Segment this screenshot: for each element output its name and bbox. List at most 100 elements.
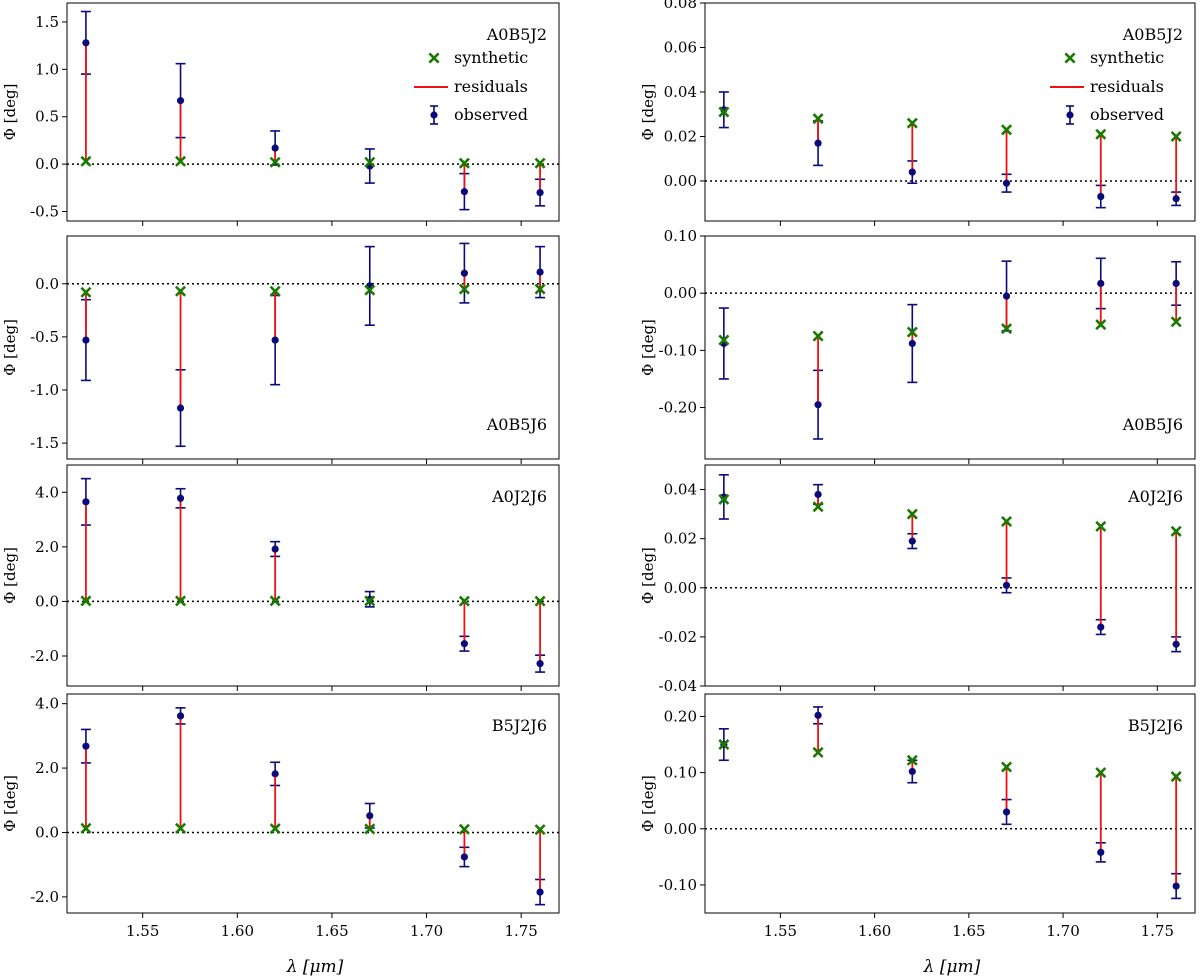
synthetic-marker — [906, 508, 918, 520]
observed-point — [1097, 279, 1105, 288]
observed-point — [82, 498, 90, 506]
y-tick-label: 0.00 — [664, 172, 697, 190]
legend: synthetic residuals observed — [1050, 48, 1164, 125]
y-tick-label: -1.0 — [30, 381, 59, 399]
observed-point — [536, 660, 544, 668]
observed-point — [82, 336, 90, 344]
synthetic-marker — [812, 113, 824, 125]
observed-point — [908, 537, 916, 545]
y-tick-label: 0.00 — [664, 284, 697, 302]
observed-point — [1097, 623, 1105, 631]
y-tick-label: 0.0 — [35, 275, 59, 293]
y-tick-label: -2.0 — [30, 647, 59, 665]
y-tick-label: 0.00 — [664, 820, 697, 838]
panel-label: A0B5J6 — [486, 415, 547, 434]
panel-label: A0J2J6 — [491, 487, 547, 506]
x-tick-label: 1.70 — [410, 922, 443, 940]
y-axis-label: Φ [deg] — [1, 775, 19, 832]
panel-label: A0B5J2 — [1122, 25, 1183, 44]
legend: synthetic residuals observed — [414, 48, 528, 125]
y-axis-label: Φ [deg] — [639, 319, 657, 376]
observed-point — [82, 39, 90, 47]
x-tick-label: 1.55 — [126, 922, 159, 940]
synthetic-marker — [718, 334, 730, 346]
panel-0-2: Φ [deg] -2.0 0.0 2.0 4.0 A0J2J6 — [1, 464, 560, 691]
observed-point — [908, 168, 916, 176]
synthetic-marker — [718, 106, 730, 118]
legend-synthetic-marker — [1064, 52, 1076, 64]
y-tick-label: 0.0 — [35, 823, 59, 841]
synthetic-marker — [80, 286, 92, 298]
panel-0-0: Φ [deg] -0.5 0.0 0.5 1.0 1.5 A0B5J2 synthetic re… — [1, 2, 560, 226]
synthetic-marker — [534, 157, 546, 169]
observed-point — [1172, 279, 1180, 288]
observed-point — [271, 545, 279, 553]
x-axis-label-left: λ [μm] — [286, 957, 344, 977]
synthetic-marker — [1001, 323, 1013, 335]
synthetic-marker — [1095, 128, 1107, 140]
observed-point — [814, 401, 822, 409]
observed-point — [1002, 292, 1011, 300]
synthetic-marker — [812, 746, 824, 758]
y-tick-label: 0.08 — [664, 0, 697, 12]
synthetic-marker — [458, 595, 470, 607]
panel-0-3: Φ [deg] -2.0 0.0 2.0 4.0 1.55 1.60 1.65 1.70 1.75… — [1, 693, 560, 940]
synthetic-marker — [534, 283, 546, 295]
synthetic-marker — [906, 117, 918, 129]
observed-point — [1172, 195, 1180, 203]
x-tick-label: 1.65 — [315, 922, 348, 940]
synthetic-marker — [718, 739, 730, 751]
synthetic-marker — [1001, 124, 1013, 136]
legend-synthetic-marker — [428, 52, 440, 64]
panel-1-0: Φ [deg] 0.00 0.02 0.04 0.06 0.08 A0B5J2 synthet… — [639, 0, 1196, 226]
synthetic-marker — [175, 595, 187, 607]
observed-point — [1097, 848, 1105, 856]
legend-observed-point — [1066, 111, 1074, 119]
synthetic-marker — [906, 326, 918, 338]
synthetic-marker — [458, 283, 470, 295]
y-tick-label: -0.20 — [659, 399, 697, 417]
synthetic-marker — [1170, 316, 1182, 328]
observed-point — [536, 888, 544, 896]
synthetic-marker — [458, 823, 470, 835]
observed-point — [176, 494, 185, 502]
panel-frame — [66, 2, 560, 222]
y-axis-label: Φ [deg] — [1, 84, 19, 141]
panel-label: B5J2J6 — [492, 716, 547, 735]
synthetic-marker — [269, 595, 281, 607]
observed-point — [536, 268, 544, 276]
y-tick-label: 0.06 — [664, 38, 697, 56]
x-tick-label: 1.60 — [858, 922, 891, 940]
legend-observed-label: observed — [454, 105, 528, 124]
x-tick-label: 1.70 — [1046, 922, 1079, 940]
y-tick-label: -0.04 — [659, 677, 697, 695]
legend-observed-label: observed — [1090, 105, 1164, 124]
x-tick-label: 1.75 — [1141, 922, 1174, 940]
observed-point — [814, 711, 822, 719]
legend-synthetic-label: synthetic — [454, 48, 528, 67]
synthetic-marker — [1001, 515, 1013, 527]
panel-0-1: Φ [deg] -1.5 -1.0 -0.5 0.0 A0B5J6 — [1, 235, 560, 464]
x-axis-label-right: λ [μm] — [923, 957, 981, 977]
synthetic-marker — [1170, 130, 1182, 142]
synthetic-marker — [906, 754, 918, 766]
y-axis-label: Φ [deg] — [639, 84, 657, 141]
y-axis-label: Φ [deg] — [1, 319, 19, 376]
panel-1-3: Φ [deg] -0.10 0.00 0.10 0.20 1.55 1.60 1.65 1.70… — [639, 693, 1196, 940]
y-tick-label: 4.0 — [35, 483, 59, 501]
panel-frame — [704, 235, 1196, 460]
observed-point — [1002, 808, 1011, 816]
y-tick-label: 0.00 — [664, 579, 697, 597]
observed-point — [176, 712, 185, 720]
panel-label: B5J2J6 — [1128, 716, 1183, 735]
panel-label: A0J2J6 — [1127, 487, 1183, 506]
y-tick-label: -0.02 — [659, 628, 697, 646]
synthetic-marker — [812, 501, 824, 513]
y-tick-label: 0.10 — [664, 227, 697, 245]
x-tick-label: 1.55 — [764, 922, 797, 940]
y-tick-label: 0.10 — [664, 764, 697, 782]
observed-point — [460, 269, 468, 277]
y-tick-label: 0.0 — [35, 592, 59, 610]
observed-point — [908, 339, 916, 348]
